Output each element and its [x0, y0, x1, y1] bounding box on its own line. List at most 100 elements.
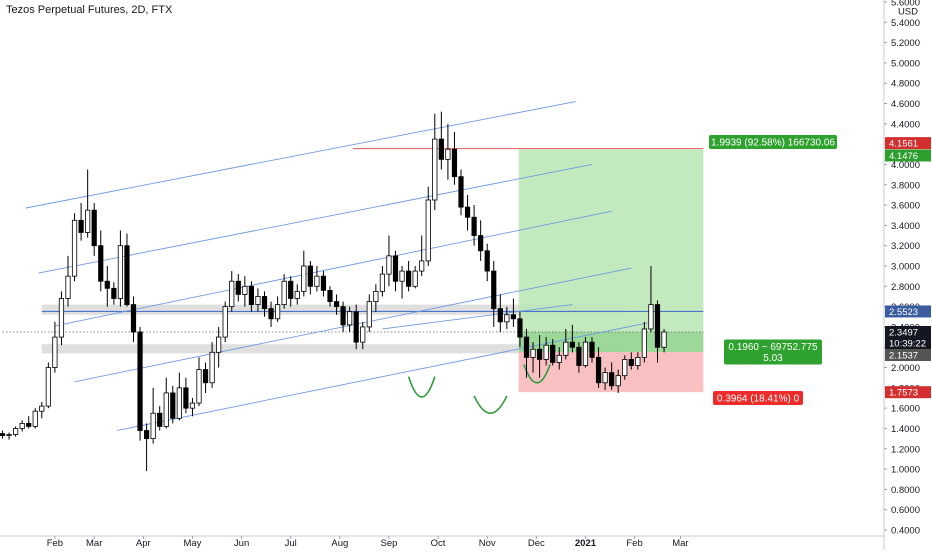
candle[interactable] — [274, 296, 281, 322]
candle[interactable] — [320, 271, 327, 297]
channel-line[interactable] — [117, 322, 648, 431]
candle[interactable] — [196, 357, 202, 407]
candle[interactable] — [268, 301, 274, 327]
candle[interactable] — [602, 367, 608, 390]
candle[interactable] — [504, 306, 510, 329]
candle[interactable] — [183, 377, 189, 414]
candle[interactable] — [6, 432, 12, 440]
candle[interactable] — [419, 235, 425, 277]
candle[interactable] — [484, 243, 490, 282]
candle[interactable] — [517, 311, 523, 348]
candle[interactable] — [137, 326, 143, 441]
candle[interactable] — [347, 306, 353, 332]
candle[interactable] — [635, 352, 641, 370]
candle[interactable] — [373, 284, 379, 312]
candle[interactable] — [510, 298, 517, 327]
candle[interactable] — [412, 266, 418, 289]
channel-line[interactable] — [382, 304, 573, 330]
candle[interactable] — [294, 284, 300, 305]
support-zone[interactable] — [41, 304, 625, 315]
time-axis[interactable] — [0, 536, 884, 550]
position-profit-zone[interactable] — [518, 149, 704, 352]
candle[interactable] — [622, 355, 628, 380]
candle[interactable] — [248, 281, 254, 312]
candle[interactable] — [648, 266, 654, 332]
candle[interactable] — [478, 220, 484, 261]
candle[interactable] — [550, 339, 556, 366]
candle[interactable] — [117, 230, 123, 307]
candle[interactable] — [98, 230, 104, 292]
candle[interactable] — [85, 169, 91, 238]
channel-line[interactable] — [25, 101, 576, 209]
candle[interactable] — [255, 288, 261, 312]
candle[interactable] — [576, 342, 582, 373]
candle[interactable] — [537, 335, 543, 378]
channel-line[interactable] — [54, 210, 612, 327]
candle[interactable] — [202, 362, 209, 393]
candle[interactable] — [78, 203, 84, 241]
candle[interactable] — [360, 321, 366, 350]
candle[interactable] — [176, 372, 182, 421]
candle[interactable] — [288, 276, 294, 307]
candle[interactable] — [609, 362, 615, 390]
candle[interactable] — [71, 213, 78, 282]
price-axis[interactable] — [884, 0, 932, 550]
candle[interactable] — [595, 347, 602, 388]
candle[interactable] — [143, 423, 150, 472]
candle[interactable] — [111, 282, 117, 305]
support-zone[interactable] — [41, 344, 625, 354]
candle[interactable] — [641, 321, 648, 363]
channel-line[interactable] — [38, 164, 593, 274]
candle[interactable] — [229, 271, 235, 312]
candle[interactable] — [124, 233, 130, 307]
candle[interactable] — [451, 131, 458, 185]
candle[interactable] — [327, 286, 333, 307]
candle[interactable] — [563, 328, 569, 360]
candle[interactable] — [130, 296, 137, 343]
candle[interactable] — [19, 420, 25, 432]
candle[interactable] — [458, 169, 464, 216]
candle[interactable] — [425, 186, 431, 266]
candle[interactable] — [569, 324, 575, 353]
candle[interactable] — [150, 387, 156, 444]
candle[interactable] — [353, 304, 359, 350]
candle[interactable] — [58, 291, 65, 346]
candle[interactable] — [52, 321, 58, 373]
candle[interactable] — [26, 416, 32, 429]
candle[interactable] — [157, 406, 163, 431]
candle[interactable] — [582, 337, 589, 368]
candle[interactable] — [379, 266, 386, 297]
candle[interactable] — [45, 362, 51, 409]
candle[interactable] — [438, 111, 444, 170]
candle[interactable] — [556, 347, 562, 370]
candle[interactable] — [432, 113, 438, 211]
candle[interactable] — [216, 326, 222, 368]
candle[interactable] — [189, 398, 196, 417]
candle[interactable] — [91, 203, 97, 256]
candle[interactable] — [340, 301, 346, 332]
candle[interactable] — [628, 352, 634, 370]
candle[interactable] — [491, 260, 497, 327]
candle[interactable] — [12, 426, 19, 437]
candle[interactable] — [523, 328, 530, 378]
candle[interactable] — [242, 276, 248, 307]
candle[interactable] — [589, 337, 595, 363]
candle[interactable] — [471, 205, 477, 246]
candle[interactable] — [261, 291, 268, 317]
candle[interactable] — [163, 377, 169, 429]
channel-line[interactable] — [74, 267, 632, 383]
candle[interactable] — [366, 294, 372, 332]
candle[interactable] — [654, 300, 661, 363]
pattern-arc[interactable] — [473, 395, 508, 415]
plot-area[interactable] — [0, 0, 884, 536]
candle[interactable] — [39, 402, 45, 419]
candle[interactable] — [170, 385, 176, 424]
candle[interactable] — [281, 274, 287, 309]
candle[interactable] — [497, 294, 503, 332]
candle[interactable] — [314, 266, 320, 292]
candle[interactable] — [222, 301, 228, 343]
candle[interactable] — [543, 337, 549, 366]
candle[interactable] — [392, 250, 399, 292]
candle[interactable] — [301, 250, 307, 297]
